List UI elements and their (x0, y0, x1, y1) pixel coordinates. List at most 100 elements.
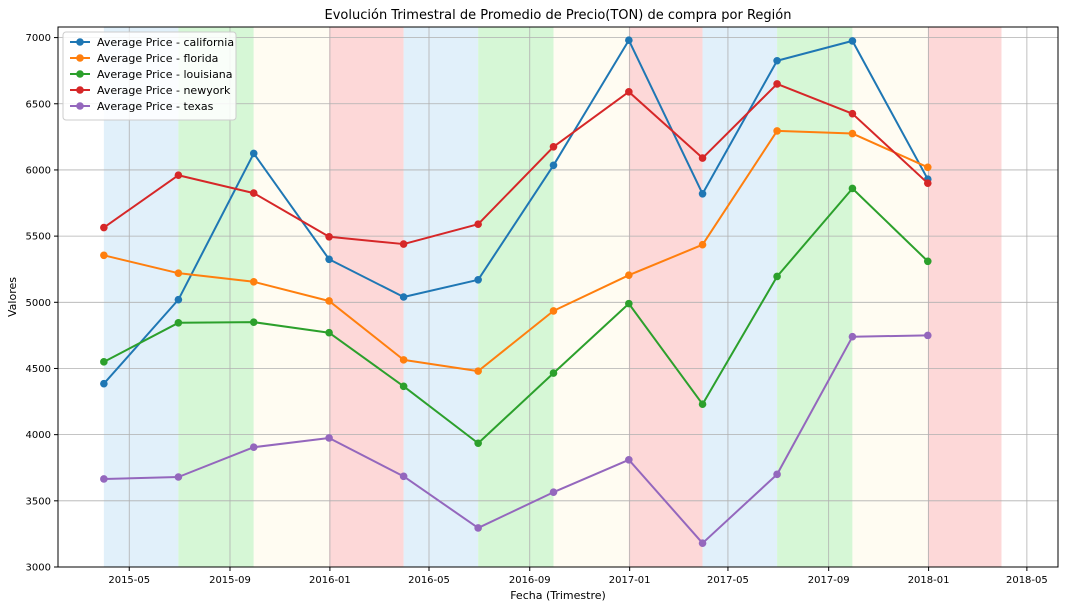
chart-title: Evolución Trimestral de Promedio de Prec… (325, 8, 792, 23)
data-point (549, 307, 558, 315)
data-point (923, 179, 932, 187)
data-point (474, 367, 482, 375)
data-point (625, 36, 633, 45)
data-point (325, 232, 333, 241)
y-tick-label: 3000 (26, 563, 51, 574)
data-point (549, 488, 558, 497)
data-point (474, 220, 482, 229)
data-point (174, 171, 183, 180)
x-tick-label: 2015-05 (108, 575, 150, 586)
x-tick-label: 2016-05 (408, 575, 450, 586)
data-point (249, 318, 258, 326)
data-point (399, 356, 408, 364)
series-louisiana (100, 184, 932, 448)
data-point (549, 142, 558, 151)
y-tick-label: 6500 (26, 99, 51, 110)
data-point (625, 88, 633, 96)
data-point (100, 358, 108, 366)
data-point (923, 331, 932, 340)
quarter-band (253, 27, 330, 567)
x-axis-label: Fecha (Trimestre) (510, 589, 606, 602)
x-tick-label: 2018-01 (908, 575, 950, 586)
x-tick-label: 2017-09 (808, 575, 850, 586)
data-point (474, 439, 482, 448)
plot-frame (57, 26, 1059, 568)
data-point (773, 127, 781, 135)
legend-marker (76, 38, 84, 46)
data-point (848, 184, 857, 193)
data-point (848, 332, 857, 341)
data-point (923, 163, 932, 172)
x-axis-ticks: 2015-05 2015-09 2016-01 2016-05 2016-09 2017-… (108, 567, 1048, 586)
data-point (325, 434, 333, 442)
data-point (174, 269, 183, 277)
data-point (698, 240, 707, 249)
y-tick-label: 5000 (26, 298, 51, 309)
data-point (773, 56, 781, 65)
series-line (103, 129, 929, 373)
data-point (698, 539, 707, 547)
x-tick-label: 2017-05 (707, 575, 749, 586)
data-point (848, 109, 857, 118)
data-point (625, 299, 633, 308)
data-point (625, 455, 633, 464)
series-texas (100, 331, 932, 547)
data-point (848, 129, 857, 138)
data-point (325, 328, 333, 337)
data-point (698, 400, 707, 409)
y-tick-label: 6000 (26, 165, 51, 176)
quarter-shading (103, 27, 1002, 567)
data-point (174, 319, 183, 327)
data-point (100, 379, 108, 388)
x-tick-label: 2015-09 (209, 575, 251, 586)
series-florida (100, 127, 932, 375)
quarter-band (927, 27, 1002, 567)
x-tick-label: 2017-01 (609, 575, 651, 586)
data-point (249, 149, 258, 158)
data-point (249, 277, 258, 286)
quarter-band (553, 27, 629, 567)
y-axis-ticks: 3000 3500 4000 4500 5000 5500 6000 6500 7000 (26, 33, 58, 574)
data-point (625, 271, 633, 279)
data-point (923, 257, 932, 266)
series-newyork (100, 80, 932, 248)
legend-entry: Average Price - texas (97, 100, 214, 113)
data-point (698, 189, 707, 198)
y-tick-label: 5500 (26, 232, 51, 243)
y-axis-label: Valores (6, 277, 19, 317)
legend-entry: Average Price - newyork (97, 84, 231, 97)
data-point (549, 369, 558, 377)
data-point (773, 80, 781, 88)
legend-entry: Average Price - florida (97, 52, 218, 65)
data-point (100, 223, 108, 232)
data-point (325, 297, 333, 305)
quarter-band (777, 27, 853, 567)
quarter-band (852, 27, 928, 567)
data-point (100, 251, 108, 260)
data-point (174, 295, 183, 304)
series-line (103, 82, 929, 246)
series-group (100, 36, 932, 547)
data-point (249, 189, 258, 197)
legend-marker (76, 102, 84, 110)
series-california (100, 36, 932, 388)
data-point (474, 524, 482, 532)
data-point (848, 37, 857, 45)
y-tick-label: 4500 (26, 364, 51, 375)
quarter-band (403, 27, 479, 567)
data-point (549, 161, 558, 170)
y-tick-label: 4000 (26, 430, 51, 441)
x-tick-label: 2016-01 (309, 575, 351, 586)
data-point (325, 255, 333, 264)
legend-marker (76, 54, 84, 62)
x-tick-label: 2018-05 (1006, 575, 1048, 586)
series-line (103, 39, 929, 385)
y-tick-label: 3500 (26, 496, 51, 507)
quarter-band (628, 27, 703, 567)
legend-entry: Average Price - louisiana (97, 68, 233, 81)
series-line (103, 187, 929, 445)
data-point (399, 472, 408, 481)
data-point (249, 443, 258, 452)
